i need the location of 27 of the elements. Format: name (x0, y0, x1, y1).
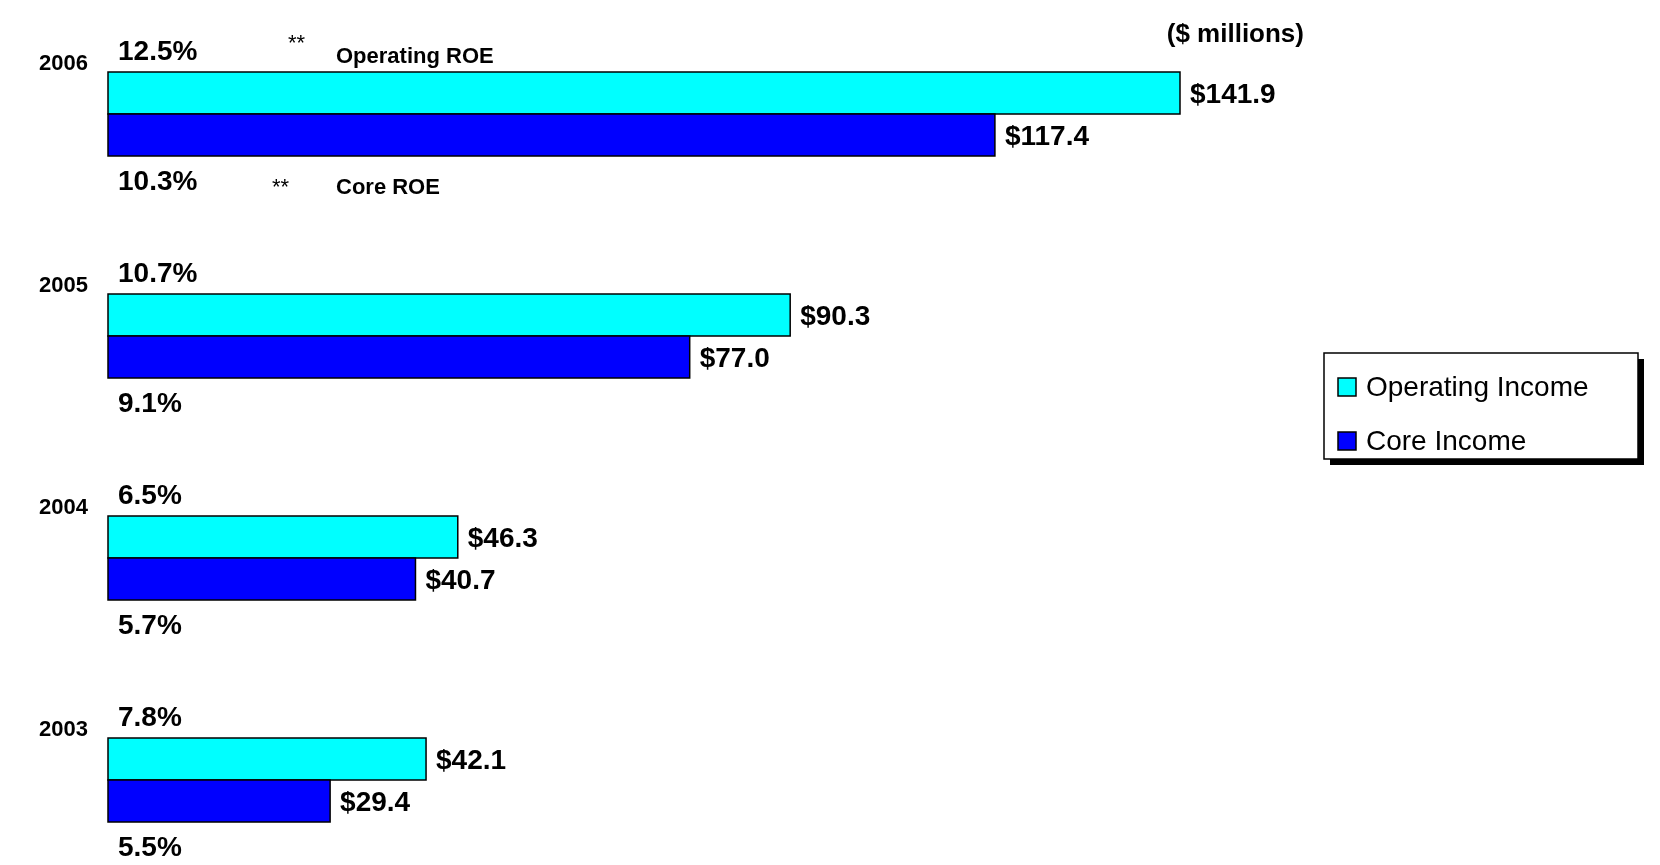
data-label: $90.3 (800, 300, 871, 331)
data-label: $141.9 (1190, 78, 1276, 109)
y-tick-label: 2004 (39, 494, 89, 519)
data-label: $46.3 (467, 522, 538, 553)
annotation: 6.5% (118, 479, 182, 510)
legend-label: Core Income (1366, 425, 1527, 456)
annotation: Operating ROE (336, 43, 494, 68)
annotation: ** (288, 30, 306, 55)
y-tick-label: 2006 (39, 50, 88, 75)
annotation: Core ROE (336, 174, 440, 199)
data-label: $77.0 (699, 342, 770, 373)
annotation: 5.5% (118, 831, 182, 862)
annotation: ** (272, 174, 290, 199)
annotation: 10.3% (118, 165, 198, 196)
legend-label: Operating Income (1366, 371, 1589, 402)
y-tick-label: 2005 (39, 272, 88, 297)
data-label: $29.4 (340, 786, 411, 817)
annotation: ($ millions) (1166, 18, 1304, 48)
annotation: 10.7% (118, 257, 198, 288)
data-label: $40.7 (425, 564, 496, 595)
data-label: $42.1 (436, 744, 507, 775)
annotation: 7.8% (118, 701, 182, 732)
annotation: 12.5% (118, 35, 198, 66)
annotation: 9.1% (118, 387, 182, 418)
data-label: $117.4 (1004, 120, 1090, 151)
annotation: 5.7% (118, 609, 182, 640)
y-tick-label: 2003 (39, 716, 88, 741)
